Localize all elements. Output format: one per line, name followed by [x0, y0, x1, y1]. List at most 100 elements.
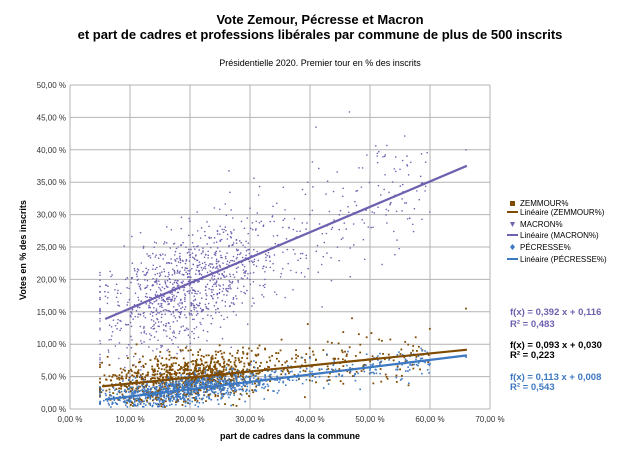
zemmour-point — [180, 367, 183, 370]
macron-point — [242, 278, 244, 280]
macron-point — [177, 346, 179, 348]
pecresse-point — [184, 383, 187, 385]
pecresse-point — [190, 380, 193, 382]
macron-point — [99, 327, 101, 329]
zemmour-point — [230, 365, 233, 368]
macron-point — [235, 248, 238, 251]
macron-point — [272, 205, 274, 208]
zemmour-point — [157, 382, 160, 384]
macron-point — [158, 286, 160, 289]
macron-point — [198, 304, 201, 307]
macron-point — [213, 305, 216, 307]
pecresse-point — [222, 389, 224, 391]
zemmour-point — [369, 360, 371, 363]
macron-point — [385, 214, 387, 216]
macron-point — [217, 268, 219, 270]
macron-point — [177, 279, 179, 282]
macron-point — [424, 161, 427, 163]
zemmour-point — [242, 351, 244, 353]
macron-point — [211, 274, 214, 277]
pecresse-point — [245, 383, 248, 385]
macron-point — [156, 266, 158, 269]
zemmour-point — [134, 352, 137, 355]
pecresse-point — [147, 395, 150, 398]
zemmour-point — [381, 339, 383, 342]
macron-point — [156, 318, 159, 321]
macron-point — [222, 262, 224, 265]
pecresse-point — [170, 392, 173, 395]
pecresse-point — [174, 383, 177, 386]
pecresse-point — [246, 369, 248, 372]
zemmour-point — [154, 373, 157, 376]
macron-point — [206, 314, 209, 316]
macron-point — [204, 289, 207, 292]
pecresse-point — [234, 386, 236, 389]
pecresse-point — [197, 394, 200, 396]
pecresse-point — [295, 379, 298, 382]
pecresse-point — [144, 385, 147, 388]
pecresse-point — [220, 396, 223, 399]
macron-point — [157, 303, 160, 305]
zemmour-point — [219, 350, 222, 352]
macron-point — [251, 305, 253, 307]
macron-point — [193, 318, 195, 321]
macron-point — [143, 330, 146, 332]
pecresse-point — [232, 384, 235, 386]
macron-point — [187, 334, 190, 337]
macron-point — [187, 280, 190, 283]
pecresse-point — [334, 368, 337, 371]
zemmour-point — [416, 349, 418, 352]
macron-point — [229, 281, 231, 283]
macron-point — [382, 155, 384, 158]
pecresse-point — [137, 385, 140, 388]
zemmour-point — [199, 348, 202, 351]
zemmour-point — [183, 364, 186, 367]
macron-point — [255, 220, 258, 223]
zemmour-point — [197, 388, 200, 391]
zemmour-point — [280, 373, 283, 376]
zemmour-point — [142, 390, 144, 393]
pecresse-point — [255, 390, 258, 392]
zemmour-point — [99, 377, 101, 380]
macron-point — [205, 298, 207, 301]
macron-point — [225, 257, 227, 260]
zemmour-point — [242, 368, 245, 371]
zemmour-point — [204, 391, 207, 393]
zemmour-point — [232, 377, 235, 380]
pecresse-point — [297, 373, 300, 376]
zemmour-point — [135, 387, 138, 390]
macron-point — [136, 279, 139, 282]
pecresse-point — [204, 385, 207, 387]
pecresse-point — [228, 381, 231, 384]
macron-point — [131, 276, 134, 279]
pecresse-point — [143, 402, 145, 405]
macron-point — [300, 272, 303, 274]
macron-point — [224, 255, 227, 258]
pecresse-point — [376, 355, 379, 357]
macron-point — [136, 306, 139, 309]
macron-point — [195, 303, 198, 306]
macron-point — [155, 308, 158, 310]
zemmour-point — [209, 369, 212, 372]
zemmour-point — [126, 402, 128, 404]
pecresse-point — [245, 389, 248, 391]
zemmour-point — [194, 392, 197, 395]
zemmour-point — [465, 307, 467, 310]
zemmour-point — [145, 374, 148, 377]
macron-point — [231, 244, 233, 247]
pecresse-point — [160, 394, 162, 397]
macron-point — [221, 337, 224, 340]
macron-point — [220, 314, 223, 317]
macron-point — [153, 246, 155, 248]
macron-point — [195, 314, 198, 316]
macron-point — [149, 254, 151, 257]
macron-point — [150, 310, 153, 313]
macron-point — [413, 207, 416, 210]
macron-point — [215, 285, 218, 287]
pecresse-point — [247, 376, 249, 378]
macron-point — [191, 267, 193, 270]
macron-point — [164, 280, 166, 282]
macron-point — [299, 257, 302, 260]
macron-point — [135, 310, 138, 312]
pecresse-point — [202, 379, 204, 381]
